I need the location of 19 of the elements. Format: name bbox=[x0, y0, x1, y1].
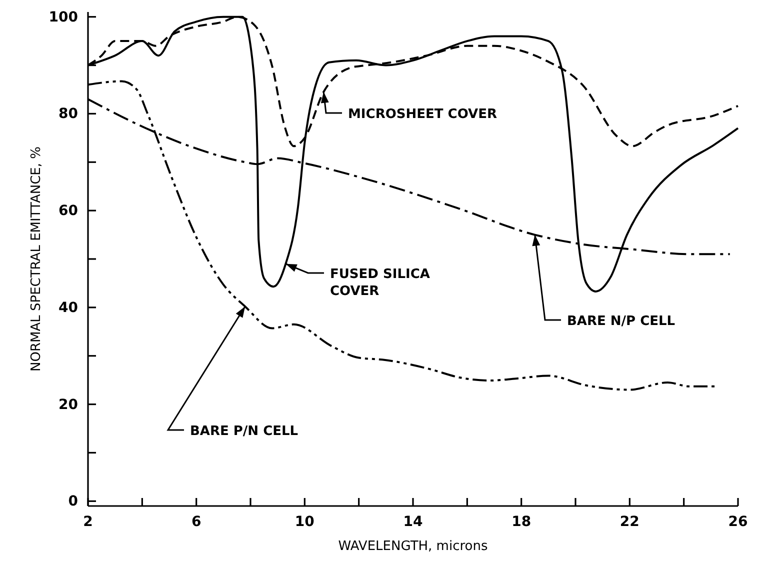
x-axis-title: WAVELENGTH, microns bbox=[338, 539, 488, 554]
y-tick-label: 100 bbox=[48, 9, 78, 26]
text: MICROSHEET COVER bbox=[348, 107, 497, 122]
y-tick-label: 40 bbox=[58, 300, 78, 316]
y-axis-title: NORMAL SPECTRAL EMITTANCE, % bbox=[29, 146, 44, 372]
y-tick-label: 80 bbox=[58, 106, 78, 122]
text: BARE N/P CELL bbox=[567, 314, 676, 329]
text: BARE P/N CELL bbox=[190, 424, 298, 439]
x-tick-label: 26 bbox=[728, 514, 748, 530]
y-tick-label: 20 bbox=[58, 396, 78, 413]
y-tick-label: 0 bbox=[68, 494, 78, 510]
y-tick-label: 60 bbox=[58, 203, 78, 220]
x-tick-label: 2 bbox=[83, 514, 93, 530]
legend-label: FUSED SILICA COVER bbox=[330, 267, 430, 299]
x-tick-label: 10 bbox=[294, 514, 315, 530]
x-tick-label: 14 bbox=[403, 514, 423, 530]
x-tick-label: 6 bbox=[191, 514, 202, 530]
x-tick-label: 18 bbox=[512, 514, 532, 530]
x-tick-label: 22 bbox=[620, 514, 640, 530]
